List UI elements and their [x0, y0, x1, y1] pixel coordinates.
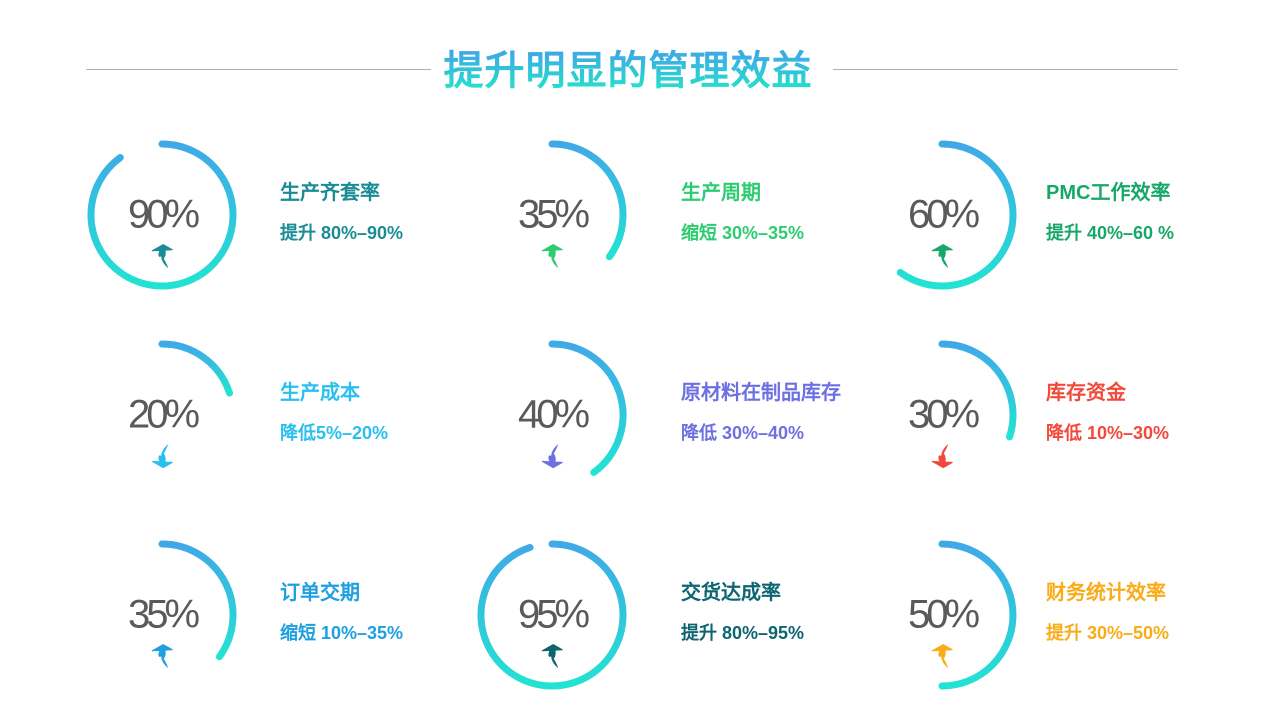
svg-text:提升明显的管理效益: 提升明显的管理效益: [444, 49, 813, 93]
svg-text:40%: 40%: [518, 393, 589, 437]
svg-text:35%: 35%: [128, 593, 199, 637]
svg-text:60%: 60%: [908, 193, 979, 237]
svg-text:90%: 90%: [128, 193, 199, 237]
svg-text:95%: 95%: [518, 593, 589, 637]
svg-text:50%: 50%: [908, 593, 979, 637]
svg-text:20%: 20%: [128, 393, 199, 437]
svg-text:30%: 30%: [908, 393, 979, 437]
svg-text:35%: 35%: [518, 193, 589, 237]
